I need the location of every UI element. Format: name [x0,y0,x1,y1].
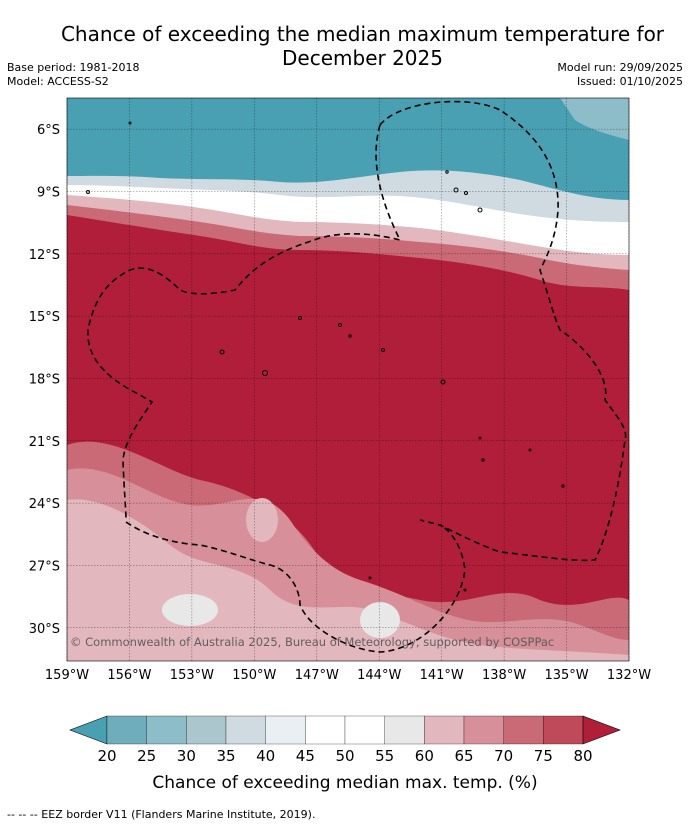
latitude-label: 9°S [37,185,60,200]
colorbar-tick-label: 65 [454,747,473,765]
issued-date: Issued: 01/10/2025 [576,75,683,88]
latitude-label: 18°S [29,372,60,387]
colorbar: 20 25 30 35 40 45 50 55 60 65 70 75 80 [69,715,621,765]
latitude-label: 27°S [29,559,60,574]
islands [86,121,565,592]
longitude-label: 141°W [420,668,464,683]
latitude-label: 12°S [29,248,60,263]
colorbar-label: Chance of exceeding median max. temp. (%… [152,773,537,793]
colorbar-segment [344,715,385,745]
band-north-30 [560,98,629,140]
colorbar-tick-label: 60 [415,747,434,765]
colorbar-segment [503,715,544,745]
eez-west [87,124,402,521]
colorbar-segment [186,715,227,745]
island [453,187,459,193]
longitude-label: 132°W [607,668,651,683]
eez-south [125,521,466,653]
longitude-labels: 159°W 156°W 153°W 150°W 147°W 144°W 141°W 138°W… [45,668,651,683]
footer-note: -- -- -- EEZ border V11 (Flanders Marine… [7,808,316,821]
latitude-label: 21°S [29,435,60,450]
colorbar-segment [265,715,306,745]
colorbar-tick-label: 20 [97,747,116,765]
longitude-label: 135°W [544,668,588,683]
island [338,323,342,327]
colorbar-tick-label: 70 [494,747,513,765]
longitude-label: 147°W [295,668,339,683]
island [381,348,385,352]
island [262,370,268,376]
longitude-label: 153°W [170,668,214,683]
title-line-2: December 2025 [282,46,443,70]
latitude-labels: 6°S 9°S 12°S 15°S 18°S 21°S 24°S 27°S 30°S [29,123,60,637]
meta-right: Model run: 29/09/2025 Issued: 01/10/2025 [557,61,683,89]
longitude-label: 150°W [232,668,276,683]
blob-55b [162,594,218,626]
band-north-20 [67,98,629,200]
eez-borders [87,100,627,653]
colorbar-tick-label: 55 [375,747,394,765]
island [463,588,467,592]
longitude-label: 156°W [107,668,151,683]
island [477,207,483,213]
page-title: Chance of exceeding the median maximum t… [0,22,690,70]
model-name: Model: ACCESS-S2 [7,75,109,88]
colorbar-tick-label: 25 [137,747,156,765]
colorbar-segment [384,715,425,745]
eez-north-east [379,100,627,562]
island [445,170,449,174]
latitude-label: 6°S [37,123,60,138]
blob-55 [360,602,400,638]
colorbar-tick-label: 45 [296,747,315,765]
latitude-label: 30°S [29,622,60,637]
latitude-label: 15°S [29,310,60,325]
gridlines [66,98,630,661]
model-run: Model run: 29/09/2025 [557,61,683,74]
island [440,379,446,385]
meta-left: Base period: 1981-2018 Model: ACCESS-S2 [7,61,139,89]
longitude-label: 144°W [357,668,401,683]
colorbar-tick-label: 80 [573,747,592,765]
colorbar-segment [146,715,187,745]
colorbar-segment [106,715,147,745]
colorbar-segment [543,715,584,745]
island [528,448,532,452]
plot-frame [66,97,630,662]
longitude-label: 138°W [482,668,526,683]
colorbar-tick-label: 30 [177,747,196,765]
colorbar-over-arrow [582,715,621,745]
island [219,349,225,355]
latitude-label: 24°S [29,497,60,512]
colorbar-tick-label: 40 [256,747,275,765]
colorbar-segment [305,715,346,745]
island [464,191,468,195]
island [481,458,485,462]
island [298,316,302,320]
colorbar-tick-label: 50 [335,747,354,765]
island [561,484,565,488]
island [128,121,132,125]
longitude-label: 159°W [45,668,89,683]
island [368,576,372,580]
island [478,436,482,440]
base-period: Base period: 1981-2018 [7,61,140,74]
title-line-1: Chance of exceeding the median maximum t… [60,22,665,46]
island [348,334,352,338]
island [86,190,90,194]
colorbar-under-arrow [69,715,108,745]
colorbar-tick-label: 75 [534,747,553,765]
colorbar-segment [225,715,266,745]
probability-field [67,98,629,661]
colorbar-tick-label: 35 [216,747,235,765]
colorbar-segment [424,715,465,745]
copyright-text: © Commonwealth of Australia 2025, Bureau… [70,635,554,649]
colorbar-segment [463,715,504,745]
blob-60 [246,498,278,542]
